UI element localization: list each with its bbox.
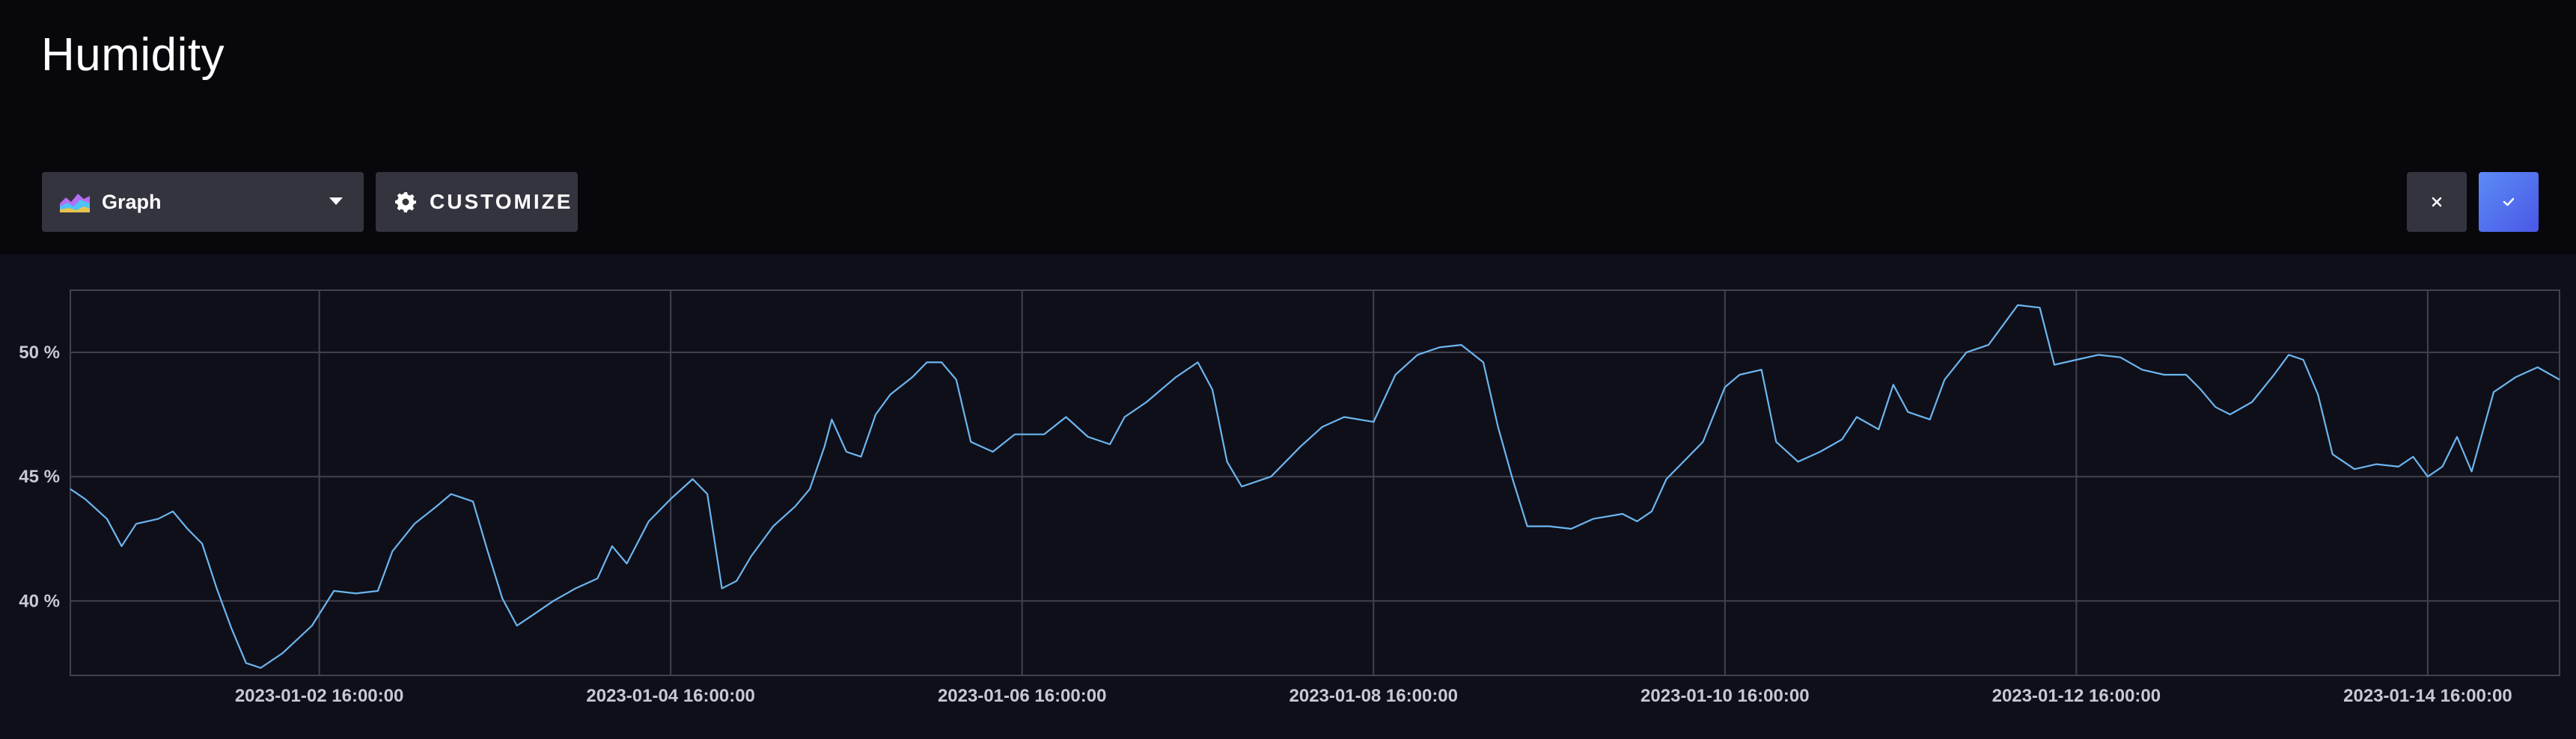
visualization-type-label: Graph bbox=[102, 191, 162, 213]
customize-button[interactable]: CUSTOMIZE bbox=[376, 172, 578, 232]
humidity-line-chart: 40 % 45 % 50 % 2023-01-02 16:00:00 2023-01-0… bbox=[19, 289, 2560, 706]
x-tick-label: 2023-01-06 16:00:00 bbox=[938, 686, 1107, 706]
x-tick-label: 2023-01-04 16:00:00 bbox=[586, 686, 755, 706]
close-icon bbox=[2432, 197, 2442, 207]
chevron-down-icon bbox=[329, 197, 343, 205]
x-tick-label: 2023-01-14 16:00:00 bbox=[2343, 686, 2512, 706]
x-tick-label: 2023-01-12 16:00:00 bbox=[1992, 686, 2161, 706]
cancel-button[interactable] bbox=[2407, 172, 2467, 232]
visualization-type-dropdown[interactable]: Graph bbox=[42, 172, 364, 232]
y-tick-label: 40 % bbox=[19, 591, 60, 611]
page-title: Humidity bbox=[41, 29, 225, 81]
x-tick-label: 2023-01-08 16:00:00 bbox=[1289, 686, 1459, 706]
y-tick-label: 50 % bbox=[19, 343, 60, 363]
gear-icon bbox=[395, 192, 416, 212]
graph-panel: 40 % 45 % 50 % 2023-01-02 16:00:00 2023-01-0… bbox=[0, 254, 2576, 739]
customize-label: CUSTOMIZE bbox=[430, 190, 573, 213]
check-icon bbox=[2503, 197, 2515, 206]
x-tick-label: 2023-01-10 16:00:00 bbox=[1640, 686, 1810, 706]
x-tick-label: 2023-01-02 16:00:00 bbox=[235, 686, 404, 706]
series-line bbox=[70, 304, 2560, 669]
graph-icon bbox=[60, 194, 90, 212]
confirm-button[interactable] bbox=[2479, 172, 2539, 232]
y-tick-label: 45 % bbox=[19, 467, 60, 487]
plot-frame bbox=[70, 289, 2560, 676]
toolbar: Humidity Graph CUSTOMIZE bbox=[0, 0, 2576, 254]
